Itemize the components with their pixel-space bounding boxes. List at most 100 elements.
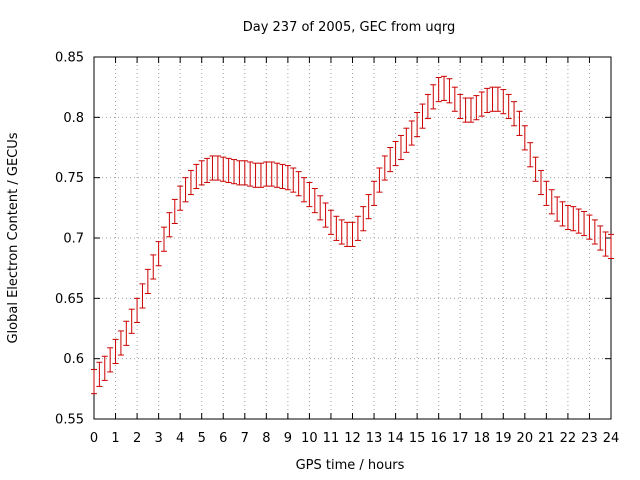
data-point — [284, 165, 291, 191]
data-point — [457, 93, 464, 120]
x-axis-label: GPS time / hours — [296, 458, 405, 473]
data-point — [430, 84, 437, 110]
data-point — [112, 338, 119, 364]
data-point — [500, 89, 507, 115]
x-tick-label: 17 — [452, 431, 469, 446]
data-point — [527, 142, 534, 168]
y-tick-label: 0.8 — [63, 111, 84, 126]
data-point — [311, 188, 318, 214]
data-point — [274, 162, 281, 188]
gec-series — [91, 75, 614, 395]
data-point — [338, 219, 345, 245]
data-point — [424, 93, 431, 120]
x-tick-label: 22 — [560, 431, 577, 446]
data-point — [333, 215, 340, 241]
x-tick-label: 18 — [473, 431, 490, 446]
data-point — [198, 160, 205, 186]
x-tick-label: 3 — [154, 431, 162, 446]
x-tick-label: 10 — [301, 431, 318, 446]
x-tick-label: 12 — [344, 431, 361, 446]
data-point — [150, 254, 157, 280]
x-tick-label: 23 — [581, 431, 598, 446]
data-point — [360, 206, 367, 232]
data-point — [96, 361, 103, 387]
x-tick-label: 21 — [538, 431, 555, 446]
data-point — [349, 221, 356, 247]
data-point — [403, 127, 410, 153]
data-point — [543, 180, 550, 206]
data-point — [101, 355, 108, 381]
data-point — [392, 140, 399, 167]
data-point — [322, 202, 329, 228]
data-point — [521, 125, 528, 151]
data-point — [597, 225, 604, 251]
x-tick-label: 13 — [366, 431, 383, 446]
data-point — [171, 198, 178, 225]
y-tick-labels: 0.55 0.6 0.65 0.7 0.75 0.8 0.85 — [55, 51, 84, 428]
y-tick-label: 0.7 — [63, 232, 84, 247]
data-point — [204, 157, 211, 183]
data-point — [241, 160, 248, 186]
x-tick-label: 6 — [219, 431, 227, 446]
x-tick-label: 14 — [387, 431, 404, 446]
data-point — [268, 161, 275, 187]
data-point — [128, 308, 135, 334]
data-point — [559, 201, 566, 227]
data-point — [209, 155, 216, 181]
x-tick-label: 2 — [133, 431, 141, 446]
data-point — [193, 163, 200, 190]
data-point — [451, 86, 458, 112]
data-point — [564, 204, 571, 231]
data-point — [467, 97, 474, 123]
data-point — [177, 185, 184, 211]
x-tick-label: 20 — [517, 431, 534, 446]
y-axis-label: Global Electron Content / GECUs — [6, 132, 21, 343]
data-point — [220, 156, 227, 182]
data-point — [247, 161, 254, 187]
data-point — [301, 177, 308, 203]
data-point — [575, 208, 582, 234]
data-point — [354, 215, 361, 241]
data-point — [182, 177, 189, 203]
chart-title: Day 237 of 2005, GEC from uqrg — [243, 20, 456, 35]
x-tick-label: 4 — [176, 431, 184, 446]
data-point — [505, 93, 512, 120]
data-point — [446, 78, 453, 104]
y-tick-label: 0.65 — [55, 292, 84, 307]
data-point — [478, 91, 485, 117]
y-tick-label: 0.85 — [55, 51, 84, 66]
data-point — [473, 95, 480, 121]
x-tick-label: 0 — [90, 431, 98, 446]
x-tick-label: 7 — [241, 431, 249, 446]
data-point — [290, 167, 297, 193]
grid-lines — [94, 57, 611, 419]
data-point — [441, 75, 448, 101]
tick-marks — [93, 56, 612, 420]
data-point — [91, 369, 97, 395]
data-point — [371, 180, 378, 206]
x-tick-label: 1 — [111, 431, 119, 446]
data-point — [236, 160, 243, 186]
x-tick-labels: 0 1 2 3 4 5 6 7 8 9 10 11 12 13 14 15 16 17 18 19 20 21 22 23 24 — [90, 431, 619, 446]
x-tick-label: 19 — [495, 431, 512, 446]
data-point — [462, 97, 469, 123]
data-point — [484, 87, 491, 114]
data-point — [397, 134, 404, 161]
data-point — [166, 212, 173, 238]
data-point — [306, 181, 313, 208]
y-tick-label: 0.6 — [63, 352, 84, 367]
data-point — [408, 120, 415, 146]
data-point — [231, 159, 238, 185]
data-point — [537, 169, 544, 196]
x-tick-label: 9 — [284, 431, 292, 446]
data-point — [117, 330, 124, 356]
y-tick-label: 0.55 — [55, 413, 84, 428]
x-tick-label: 8 — [262, 431, 270, 446]
data-point — [602, 231, 609, 257]
data-point — [570, 206, 577, 232]
data-point — [387, 147, 394, 173]
data-point — [155, 241, 162, 267]
x-tick-label: 15 — [409, 431, 426, 446]
x-tick-label: 16 — [430, 431, 447, 446]
